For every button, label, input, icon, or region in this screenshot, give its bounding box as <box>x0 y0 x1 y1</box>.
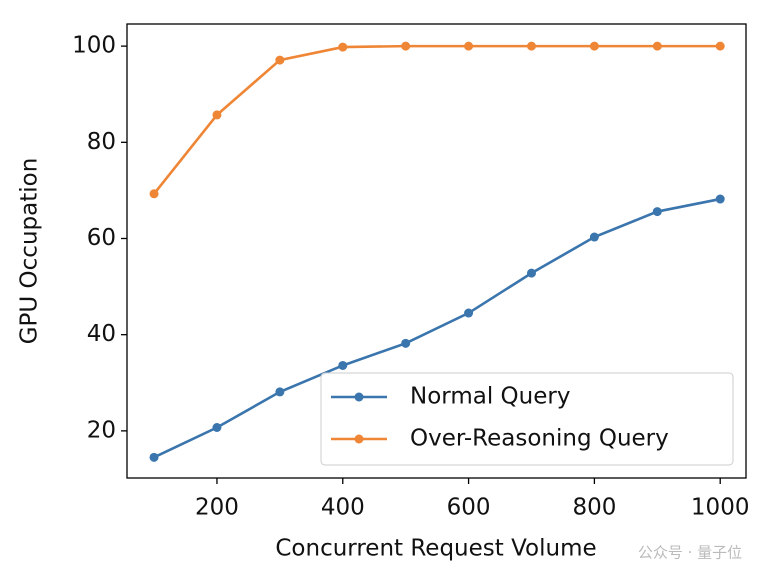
data-point <box>589 232 599 242</box>
data-point <box>149 189 159 199</box>
y-axis-label: GPU Occupation <box>17 158 43 345</box>
x-tick-label: 800 <box>572 495 616 521</box>
series-line <box>153 44 721 195</box>
y-tick-label: 60 <box>87 225 116 251</box>
watermark: 公众号 · 量子位 <box>638 544 742 562</box>
data-point <box>526 41 536 51</box>
y-tick-label: 100 <box>72 33 116 59</box>
legend-label: Normal Query <box>410 384 570 410</box>
data-point <box>338 360 348 370</box>
data-point <box>401 41 411 51</box>
legend-label: Over-Reasoning Query <box>410 426 669 452</box>
data-point <box>212 423 222 433</box>
x-axis-label: Concurrent Request Volume <box>275 536 596 562</box>
series-line <box>153 197 721 459</box>
data-point <box>652 207 662 217</box>
legend-box <box>320 372 734 466</box>
x-tick-label: 1000 <box>691 495 750 521</box>
x-tick-label: 600 <box>447 495 491 521</box>
data-point <box>149 452 159 462</box>
data-point <box>275 55 285 65</box>
plot-frame <box>126 23 747 479</box>
data-point <box>464 308 474 318</box>
data-point <box>652 41 662 51</box>
data-point <box>589 41 599 51</box>
x-tick-label: 400 <box>321 495 365 521</box>
data-point <box>715 41 725 51</box>
data-point <box>338 42 348 52</box>
y-tick-label: 80 <box>87 129 116 155</box>
data-point <box>401 338 411 348</box>
x-tick-label: 200 <box>195 495 239 521</box>
data-point <box>526 268 536 278</box>
data-point <box>212 110 222 120</box>
legend-marker <box>354 392 364 402</box>
data-point <box>275 387 285 397</box>
data-point <box>464 41 474 51</box>
data-point <box>715 194 725 204</box>
legend-marker <box>354 434 364 444</box>
y-tick-label: 20 <box>87 417 116 443</box>
y-tick-label: 40 <box>87 321 116 347</box>
